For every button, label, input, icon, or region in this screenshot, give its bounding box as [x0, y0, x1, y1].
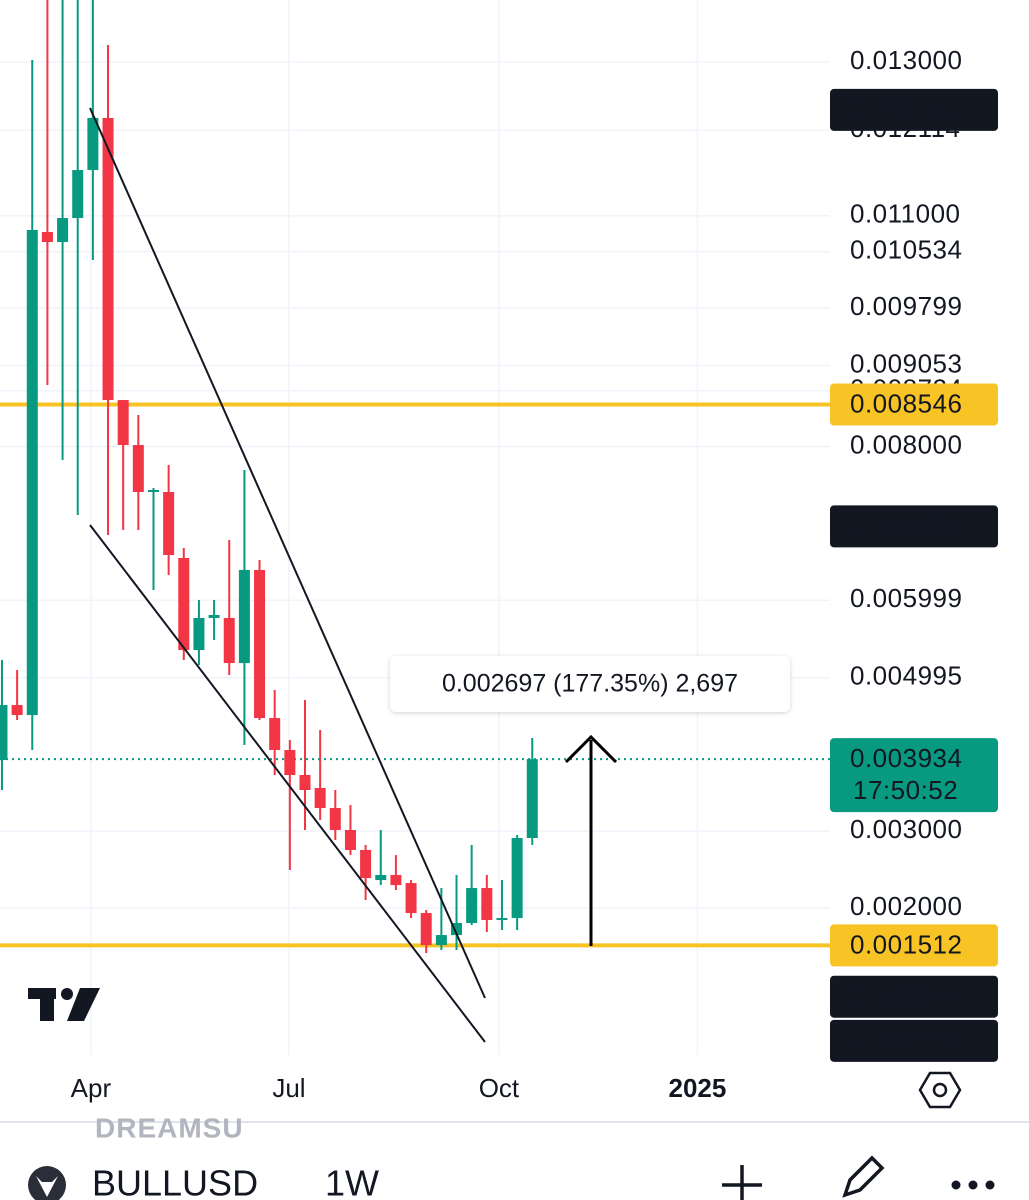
price-marker-label: 0.000271: [850, 1025, 962, 1055]
y-tick-label: 0.010534: [850, 234, 962, 264]
candle-body: [254, 569, 266, 719]
candle-body: [0, 705, 8, 761]
symbol[interactable]: BULLUSD: [92, 1163, 258, 1200]
candle-body: [420, 913, 432, 946]
x-tick-label: 2025: [669, 1073, 727, 1103]
arrow-head: [564, 734, 618, 764]
candle-body: [87, 117, 99, 171]
candle-body: [390, 874, 402, 886]
add-button[interactable]: [722, 1165, 762, 1200]
x-tick-label: Apr: [71, 1073, 112, 1103]
candle-body: [163, 492, 175, 555]
candle-body: [360, 849, 372, 879]
measure-label: 0.002697 (177.35%) 2,697: [442, 670, 738, 698]
candle-body: [375, 874, 387, 881]
price-axis: 0.0130000.0121140.0110000.0105340.009799…: [830, 45, 998, 1062]
candle-body: [451, 923, 463, 936]
x-tick-label: Oct: [479, 1073, 520, 1103]
price-marker: [830, 1019, 998, 1062]
price-marker: [830, 505, 998, 548]
candle-body: [284, 750, 296, 776]
more-button[interactable]: [951, 1180, 995, 1190]
price-marker: [830, 924, 998, 967]
countdown: 17:50:52: [853, 775, 958, 805]
price-marker-label: 0.006961: [850, 510, 962, 540]
trendline: [89, 524, 486, 1043]
candle-body: [147, 490, 159, 493]
candle-body: [41, 232, 53, 243]
candle-body: [314, 788, 326, 808]
y-tick-label: 0.011000: [850, 199, 961, 229]
y-tick-label: 0.004995: [850, 660, 962, 690]
price-lines: [0, 402, 830, 948]
candle-body: [26, 230, 38, 716]
candle-body: [102, 117, 114, 401]
settings-icon[interactable]: [918, 1071, 962, 1109]
y-tick-label: 0.008000: [850, 429, 962, 459]
candle-body: [223, 617, 235, 664]
candle-body: [269, 718, 281, 751]
candle-body: [299, 775, 311, 791]
candle-body: [481, 888, 493, 921]
current-price-marker: [830, 738, 998, 813]
x-tick-label: Jul: [272, 1073, 305, 1103]
price-marker: [830, 975, 998, 1018]
measure-box: [390, 656, 790, 712]
candle-body: [57, 218, 69, 243]
price-marker-label: 0.000845: [850, 981, 962, 1011]
candle-body: [435, 935, 447, 946]
candle-body: [496, 918, 508, 921]
candle-body: [405, 883, 417, 914]
tv-logo: [28, 988, 100, 1021]
candle-body: [72, 170, 84, 219]
time-axis: Apr Jul Oct 2025: [71, 1073, 727, 1103]
trendline: [89, 107, 486, 999]
candle-body: [117, 400, 129, 446]
candle-body: [329, 807, 341, 830]
candle-body: [238, 569, 250, 664]
y-tick-label: 0.009799: [850, 291, 962, 321]
candle-body: [344, 829, 356, 850]
drawings: 0.002697 (177.35%) 2,697: [89, 107, 790, 1043]
candle-body: [193, 617, 205, 651]
interval[interactable]: 1W: [325, 1163, 379, 1200]
candle-body: [208, 614, 220, 618]
candle-body: [11, 705, 23, 716]
y-tick-label: 0.013000: [850, 45, 962, 75]
current-price-label: 0.003934: [850, 743, 962, 773]
candle-body: [132, 445, 144, 493]
y-tick-label: 0.005999: [850, 583, 962, 613]
symbol-icon-bull: [36, 1176, 58, 1197]
price-marker: [830, 88, 998, 131]
candle-body: [511, 837, 523, 919]
price-marker-label: 0.008546: [850, 388, 962, 418]
candle-body: [466, 888, 478, 924]
draw-button[interactable]: [842, 1155, 885, 1198]
y-tick-label: 0.009053: [850, 348, 962, 378]
y-tick-label: 0.002000: [850, 891, 962, 921]
price-marker-label: 0.012377: [850, 94, 962, 124]
candle-body: [526, 759, 538, 838]
price-marker-label: 0.001512: [850, 929, 962, 959]
y-tick-label: 0.003000: [850, 814, 962, 844]
candle-body: [178, 557, 190, 651]
candles: [0, 0, 538, 954]
watermark: DREAMSU: [95, 1112, 244, 1143]
price-marker: [830, 383, 998, 426]
settings-icon-dot: [932, 1082, 948, 1098]
